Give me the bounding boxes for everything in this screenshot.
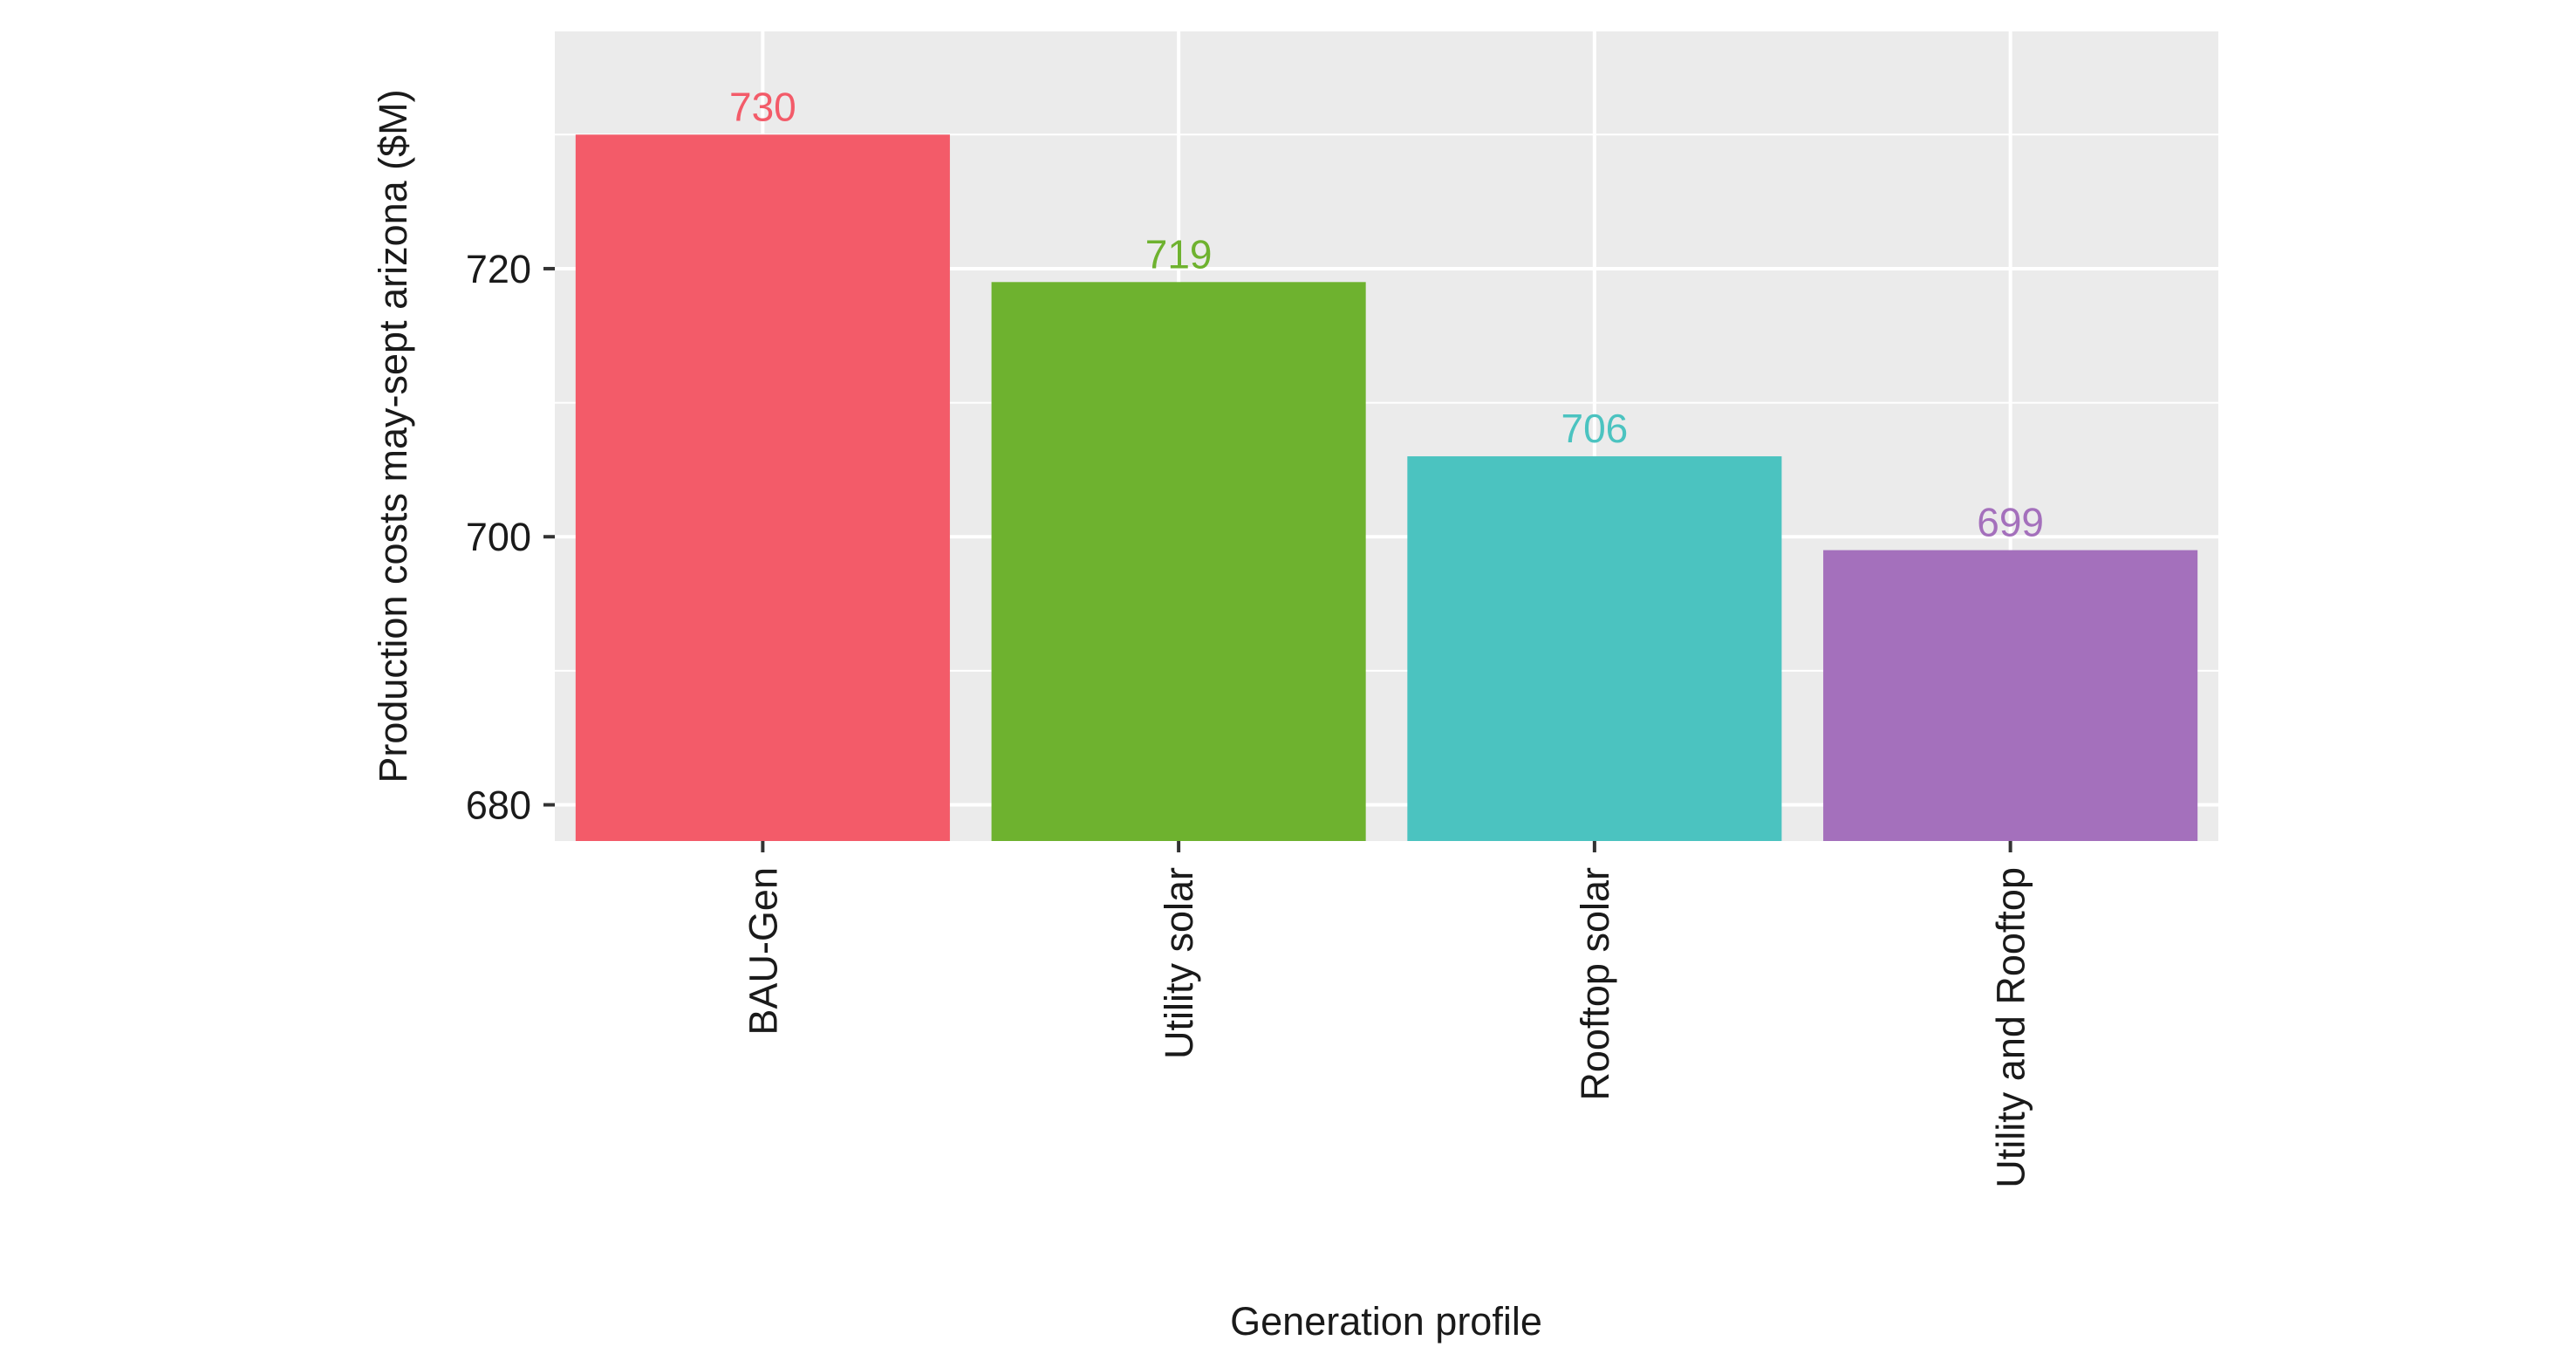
x-axis: BAU-Gen Utility solar Rooftop solar Utility… xyxy=(741,841,2033,1188)
data-label: 719 xyxy=(1145,231,1213,277)
x-axis-title: Generation profile xyxy=(1230,1299,1542,1344)
bars xyxy=(575,134,2198,842)
bar xyxy=(1823,550,2198,841)
data-label: 699 xyxy=(1977,500,2044,545)
x-tick-label: Utility solar xyxy=(1157,867,1201,1059)
data-label: 706 xyxy=(1561,406,1629,451)
y-axis: 680 700 720 xyxy=(466,247,555,828)
x-tick-label: Rooftop solar xyxy=(1573,867,1617,1101)
y-tick-label: 720 xyxy=(466,247,531,291)
y-tick-label: 700 xyxy=(466,515,531,559)
bar xyxy=(1407,456,1782,841)
x-tick-label: Utility and Rooftop xyxy=(1989,867,2033,1188)
y-tick-label: 680 xyxy=(466,783,531,828)
y-axis-title: Production costs may-sept arizona ($M) xyxy=(371,89,415,783)
data-label: 730 xyxy=(729,84,796,129)
bar xyxy=(991,282,1366,841)
bar xyxy=(575,134,950,842)
data-labels: 730 719 706 699 xyxy=(729,84,2044,544)
x-tick-label: BAU-Gen xyxy=(741,867,785,1036)
